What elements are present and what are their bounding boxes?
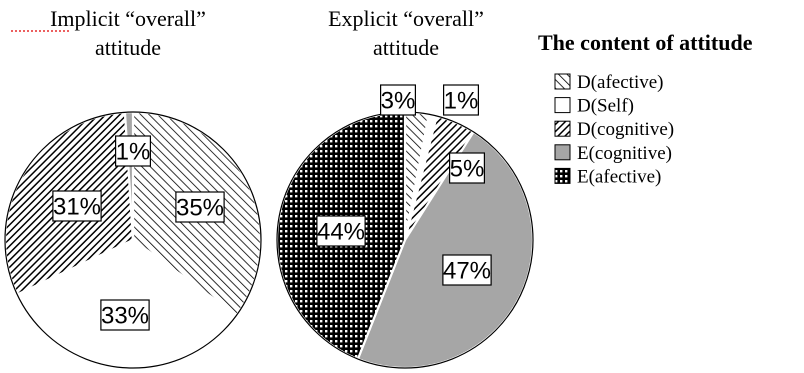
data-label: 33%	[101, 303, 149, 330]
pie-chart-explicit: 3% 1% 5% 47% 44%	[275, 84, 535, 370]
legend-item-label: E(cognitive)	[577, 143, 672, 164]
pie-chart-implicit: 35% 33% 31% 1%	[3, 110, 263, 370]
data-label-box	[114, 135, 151, 167]
legend-item-label: D(Self)	[577, 96, 634, 117]
data-label: 3%	[381, 88, 416, 115]
data-label: 35%	[176, 195, 224, 222]
data-label: 1%	[444, 88, 479, 115]
legend-swatch	[554, 73, 571, 90]
data-label-box	[380, 84, 417, 116]
data-label: 44%	[317, 219, 365, 246]
pie1-title-line2: attitude	[95, 35, 161, 60]
data-label-box	[449, 152, 486, 184]
legend-item-label: E(afective)	[577, 166, 661, 187]
legend-swatch	[554, 144, 571, 161]
legend-swatch	[554, 97, 571, 114]
legend: The content of attitude D(afective) D(Sel…	[538, 30, 753, 187]
data-label-box	[175, 191, 225, 223]
pie1-title-line1: Implicit “overall”	[50, 6, 206, 31]
data-label-box	[442, 254, 492, 286]
pie-outline	[4, 111, 262, 369]
legend-swatch	[554, 120, 571, 137]
data-label-box	[100, 299, 150, 331]
legend-title: The content of attitude	[538, 30, 753, 55]
data-label: 1%	[116, 139, 151, 166]
data-label-box	[443, 84, 480, 116]
data-label-box	[316, 215, 366, 247]
data-label: 31%	[53, 194, 101, 221]
pie2-title-line1: Explicit “overall”	[328, 6, 484, 31]
data-label: 47%	[443, 258, 491, 285]
pie2-title-line2: attitude	[373, 35, 439, 60]
legend-item-label: D(afective)	[577, 72, 664, 93]
legend-swatch	[554, 167, 571, 184]
data-label: 5%	[450, 156, 485, 183]
legend-item-label: D(cognitive)	[577, 119, 674, 140]
data-label-box	[52, 190, 102, 222]
